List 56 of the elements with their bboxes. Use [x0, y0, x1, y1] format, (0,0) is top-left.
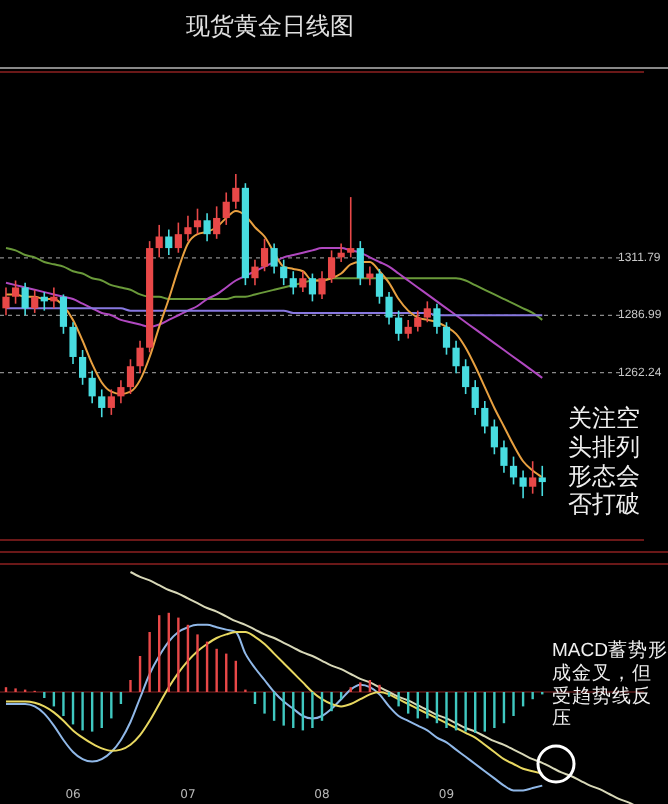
candlestick — [213, 205, 221, 240]
candlestick — [98, 388, 106, 419]
candlestick — [280, 258, 288, 286]
candlestick — [529, 460, 537, 495]
candlestick — [299, 270, 307, 293]
candlestick — [452, 339, 460, 374]
candlestick — [356, 240, 364, 286]
candlestick — [222, 191, 230, 226]
candlestick — [471, 379, 479, 416]
candlestick — [395, 309, 403, 342]
candlestick — [442, 321, 451, 356]
candlestick — [11, 279, 20, 305]
line-series — [4, 247, 544, 379]
candlestick — [289, 270, 297, 296]
candlestick — [251, 258, 259, 286]
candlestick — [203, 212, 211, 242]
candlestick — [69, 321, 77, 365]
candlestick — [31, 288, 39, 314]
candlestick — [500, 439, 508, 474]
candlestick — [117, 379, 125, 405]
candlestick — [107, 388, 115, 416]
candlestick — [423, 300, 431, 324]
candlestick — [509, 455, 518, 486]
annotation: 关注空头排列形态会否打破 — [568, 404, 640, 519]
candlestick — [414, 309, 422, 333]
candlestick — [126, 358, 135, 395]
candlestick — [193, 207, 202, 235]
candlestick — [433, 302, 441, 335]
candlestick — [59, 293, 68, 335]
candlestick — [318, 270, 326, 300]
candlestick — [232, 173, 240, 210]
candlestick — [490, 418, 498, 456]
candlestick — [519, 469, 527, 500]
candlestick — [462, 358, 470, 395]
candlestick — [155, 224, 163, 259]
candlestick — [136, 339, 144, 374]
candlestick — [260, 238, 269, 273]
candlestick — [165, 228, 173, 256]
candlestick — [404, 319, 412, 340]
candlestick — [184, 214, 192, 242]
candlestick — [385, 291, 393, 326]
candlestick — [21, 282, 29, 317]
candlestick — [88, 370, 96, 405]
candlestick — [327, 249, 336, 284]
candlestick — [79, 349, 87, 386]
candlestick — [375, 268, 384, 305]
chart-title: 现货黄金日线图 — [186, 12, 354, 40]
annotation: MACD蓄势形成金叉，但受趋势线反压 — [552, 638, 668, 731]
candlestick — [2, 286, 10, 317]
candlestick — [308, 272, 317, 303]
candlestick — [174, 221, 182, 254]
line-series — [4, 247, 544, 321]
candlestick — [270, 242, 278, 275]
candlestick — [538, 465, 546, 497]
candlestick — [481, 400, 489, 435]
candlestick — [347, 196, 355, 259]
